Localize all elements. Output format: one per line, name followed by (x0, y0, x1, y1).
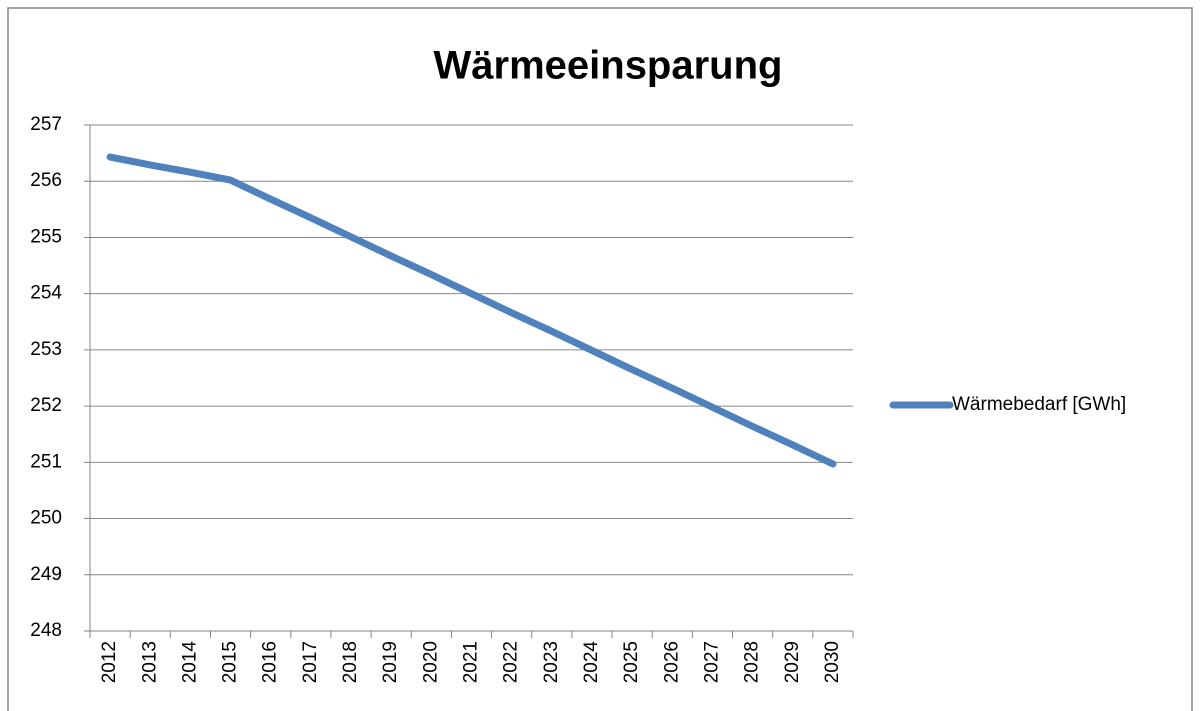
x-tick-label: 2021 (461, 641, 482, 683)
y-tick-label: 253 (30, 339, 62, 360)
line-series (106, 153, 837, 468)
x-tick-label: 2019 (380, 641, 401, 683)
x-tick-label: 2023 (541, 641, 562, 683)
y-tick-label: 250 (30, 508, 62, 529)
x-tick-label: 2012 (99, 641, 120, 683)
x-tick-label: 2022 (501, 641, 522, 683)
legend-label: Wärmebedarf [GWh] (952, 394, 1126, 415)
x-tick-label: 2015 (220, 641, 241, 683)
y-tick-label: 252 (30, 395, 62, 416)
chart-frame (7, 7, 1193, 711)
x-tick-label: 2029 (782, 641, 803, 683)
x-tick-label: 2027 (701, 641, 722, 683)
y-tick-label: 251 (30, 451, 62, 472)
y-tick-label: 255 (30, 226, 62, 247)
x-tick-label: 2018 (340, 641, 361, 683)
x-tick-label: 2014 (179, 641, 200, 684)
y-tick-label: 249 (30, 564, 62, 585)
x-tick-label: 2028 (742, 641, 763, 683)
y-tick-label: 254 (30, 283, 62, 304)
y-tick-label: 248 (30, 620, 62, 641)
x-tick-label: 2026 (661, 641, 682, 683)
y-tick-label: 256 (30, 170, 62, 191)
x-tick-label: 2017 (300, 641, 321, 683)
x-tick-label: 2030 (822, 641, 843, 683)
x-tick-label: 2013 (139, 641, 160, 683)
y-tick-label: 257 (30, 114, 62, 135)
x-tick-label: 2024 (581, 641, 602, 684)
x-tick-label: 2020 (420, 641, 441, 683)
chart-title: Wärmeeinsparung (434, 44, 783, 88)
x-tick-label: 2025 (621, 641, 642, 683)
x-tick-label: 2016 (260, 641, 281, 683)
